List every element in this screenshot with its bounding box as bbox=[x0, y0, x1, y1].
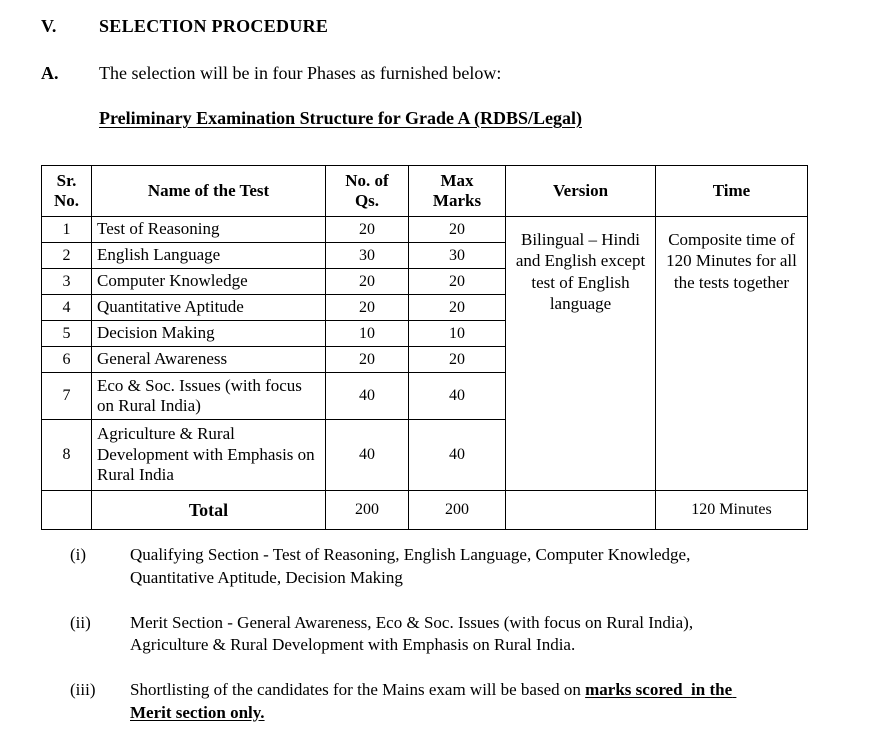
cell-sr-no: 4 bbox=[41, 294, 92, 321]
cell-max-marks: 20 bbox=[408, 216, 506, 243]
list-item: (ii) Merit Section - General Awareness, … bbox=[70, 612, 830, 658]
cell-time-merged: Composite time of 120 Minutes for all th… bbox=[655, 216, 808, 491]
cell-test-name: Quantitative Aptitude bbox=[91, 294, 326, 321]
table-header-row: Sr. No. Name of the Test No. of Qs. Max … bbox=[41, 165, 808, 217]
table-total-row: Total 200 200 120 Minutes bbox=[41, 490, 808, 530]
cell-total-sr bbox=[41, 490, 92, 530]
cell-total-label: Total bbox=[91, 490, 326, 530]
cell-max-marks: 20 bbox=[408, 268, 506, 295]
cell-test-name: Decision Making bbox=[91, 320, 326, 347]
notes-list: (i) Qualifying Section - Test of Reasoni… bbox=[70, 544, 830, 747]
cell-total-marks: 200 bbox=[408, 490, 506, 530]
cell-no-of-qs: 20 bbox=[325, 294, 409, 321]
cell-version-merged: Bilingual – Hindi and English except tes… bbox=[505, 216, 656, 491]
header-sr-no-line1: Sr. bbox=[56, 170, 77, 190]
header-sr-no: Sr. No. bbox=[41, 165, 92, 217]
header-no-of-qs-line1: No. of bbox=[345, 170, 389, 190]
table-row: 8 Agriculture & Rural Development with E… bbox=[41, 419, 808, 491]
list-item: (iii) Shortlisting of the candidates for… bbox=[70, 679, 830, 725]
cell-no-of-qs: 10 bbox=[325, 320, 409, 347]
cell-sr-no: 2 bbox=[41, 242, 92, 269]
section-marker: V. bbox=[41, 16, 57, 36]
cell-test-name: Test of Reasoning bbox=[91, 216, 326, 243]
cell-max-marks: 40 bbox=[408, 419, 506, 491]
cell-test-name: Agriculture & Rural Development with Emp… bbox=[91, 419, 326, 491]
table-row: 3 Computer Knowledge 20 20 bbox=[41, 268, 808, 295]
subsection-marker: A. bbox=[41, 63, 59, 83]
header-no-of-qs: No. of Qs. bbox=[325, 165, 409, 217]
cell-no-of-qs: 20 bbox=[325, 268, 409, 295]
table-row: 4 Quantitative Aptitude 20 20 bbox=[41, 294, 808, 321]
cell-no-of-qs: 40 bbox=[325, 372, 409, 420]
cell-total-qs: 200 bbox=[325, 490, 409, 530]
cell-no-of-qs: 40 bbox=[325, 419, 409, 491]
table-row: 1 Test of Reasoning 20 20 Bilingual – Hi… bbox=[41, 216, 808, 491]
header-no-of-qs-line2: Qs. bbox=[354, 191, 380, 210]
subsection-a: A. The selection will be in four Phases … bbox=[41, 63, 841, 84]
table-row: 6 General Awareness 20 20 bbox=[41, 346, 808, 373]
table-heading: Preliminary Examination Structure for Gr… bbox=[99, 108, 582, 128]
header-name-of-test: Name of the Test bbox=[91, 165, 326, 217]
header-max-marks: Max Marks bbox=[408, 165, 506, 217]
cell-test-name: English Language bbox=[91, 242, 326, 269]
note-text: Shortlisting of the candidates for the M… bbox=[130, 679, 740, 725]
cell-test-name: Computer Knowledge bbox=[91, 268, 326, 295]
cell-max-marks: 10 bbox=[408, 320, 506, 347]
cell-total-time: 120 Minutes bbox=[655, 490, 808, 530]
table-row: 5 Decision Making 10 10 bbox=[41, 320, 808, 347]
header-time: Time bbox=[655, 165, 808, 217]
section-title: SELECTION PROCEDURE bbox=[99, 16, 329, 36]
cell-total-version bbox=[505, 490, 656, 530]
note-marker: (i) bbox=[70, 545, 87, 564]
cell-max-marks: 40 bbox=[408, 372, 506, 420]
section-heading: V. SELECTION PROCEDURE bbox=[41, 16, 841, 37]
cell-sr-no: 3 bbox=[41, 268, 92, 295]
cell-sr-no: 7 bbox=[41, 372, 92, 420]
subsection-text: The selection will be in four Phases as … bbox=[99, 63, 502, 83]
cell-no-of-qs: 30 bbox=[325, 242, 409, 269]
cell-no-of-qs: 20 bbox=[325, 216, 409, 243]
cell-max-marks: 20 bbox=[408, 346, 506, 373]
note-marker: (iii) bbox=[70, 680, 96, 700]
cell-test-name: Eco & Soc. Issues (with focus on Rural I… bbox=[91, 372, 326, 420]
header-version: Version bbox=[505, 165, 656, 217]
note-text-emphasis: marks scored in the Merit section only. bbox=[130, 680, 737, 722]
cell-sr-no: 8 bbox=[41, 419, 92, 491]
note-text: Qualifying Section - Test of Reasoning, … bbox=[130, 545, 691, 587]
list-item: (i) Qualifying Section - Test of Reasoni… bbox=[70, 544, 830, 590]
header-sr-no-line2: No. bbox=[53, 191, 80, 210]
note-marker: (ii) bbox=[70, 612, 91, 632]
header-max-marks-line2: Marks bbox=[432, 191, 482, 210]
note-text-plain: Shortlisting of the candidates for the M… bbox=[130, 680, 586, 700]
cell-no-of-qs: 20 bbox=[325, 346, 409, 373]
cell-max-marks: 20 bbox=[408, 294, 506, 321]
exam-structure-table: Sr. No. Name of the Test No. of Qs. Max … bbox=[41, 165, 808, 530]
cell-max-marks: 30 bbox=[408, 242, 506, 269]
note-text: Merit Section - General Awareness, Eco &… bbox=[130, 612, 694, 655]
cell-sr-no: 6 bbox=[41, 346, 92, 373]
cell-sr-no: 1 bbox=[41, 216, 92, 243]
cell-test-name: General Awareness bbox=[91, 346, 326, 373]
header-max-marks-line1: Max bbox=[440, 170, 474, 190]
cell-sr-no: 5 bbox=[41, 320, 92, 347]
